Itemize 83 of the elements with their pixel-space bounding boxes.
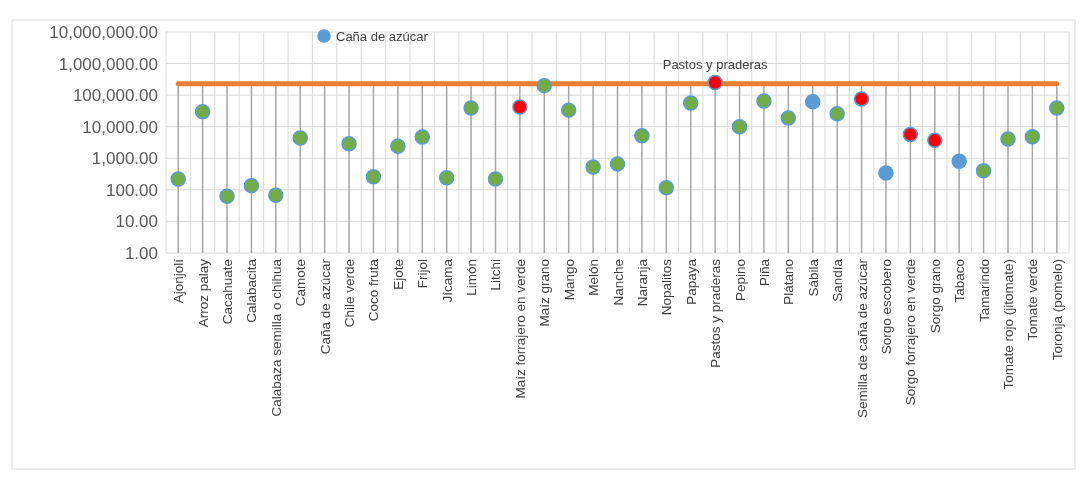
x-tick-label: Tomate rojo (jitomate) [1000, 259, 1016, 390]
x-tick-label: Maíz grano [537, 259, 553, 327]
point [731, 118, 748, 135]
point [292, 130, 308, 146]
x-tick-label: Caña de azúcar [317, 258, 333, 355]
x-tick-label: Litchi [488, 259, 504, 291]
x-tick-label: Mango [561, 259, 577, 301]
y-tick-label: 10.00 [115, 212, 158, 232]
point [365, 169, 382, 185]
point [780, 110, 797, 126]
point [682, 95, 699, 111]
y-tick-label: 1.00 [124, 243, 158, 263]
x-tick-label: Ejote [390, 259, 406, 290]
point [975, 163, 992, 179]
y-tick-label: 100,000.00 [72, 86, 158, 106]
x-tick-label: Calabacita [244, 258, 260, 323]
x-tick-label: Toronja (pomelo) [1049, 259, 1065, 361]
x-tick-label: Sorgo forrajero en verde [903, 259, 919, 406]
x-tick-label: Cacahuate [220, 259, 236, 325]
x-tick-label: Coco fruta [366, 258, 382, 322]
x-tick-label: Limón [464, 259, 480, 296]
point [853, 91, 870, 107]
point [1049, 100, 1065, 116]
legend-label: Caña de azúcar [336, 28, 429, 44]
x-tick-label: Tabaco [952, 259, 968, 303]
x-tick-label: Sorgo grano [927, 259, 943, 334]
x-tick-label: Calabaza semilla o chihua [268, 258, 284, 417]
point [804, 93, 821, 110]
point [536, 77, 553, 94]
x-tick-label: Semilla de caña de azúcar [854, 258, 870, 419]
point [268, 187, 284, 203]
point [927, 132, 943, 149]
point [219, 188, 235, 204]
point [1024, 129, 1041, 145]
x-tick-label: Piña [756, 258, 772, 287]
x-tick-label: Naranja [634, 258, 650, 307]
x-tick-label: Nopalitos [659, 258, 675, 316]
point [658, 180, 675, 196]
point [487, 171, 504, 187]
point [902, 126, 919, 143]
x-tick-label: Arroz palay [195, 258, 211, 328]
x-tick-label: Papaya [683, 258, 699, 305]
x-tick-label: Maíz forrajero en verde [512, 259, 528, 399]
x-tick-label: Sandía [830, 258, 846, 302]
x-tick-label: Jícama [439, 258, 455, 303]
point [756, 93, 772, 109]
x-tick-label: Plátano [781, 259, 797, 305]
point [243, 177, 260, 194]
point [829, 106, 845, 122]
x-tick-label: Frijol [415, 259, 431, 289]
y-tick-label: 1,000.00 [91, 149, 158, 169]
point [438, 170, 455, 186]
point [341, 135, 357, 152]
point [512, 99, 528, 115]
annotation: Pastos y praderas [662, 56, 769, 72]
x-tick-label: Chile verde [342, 259, 358, 328]
point [1000, 131, 1016, 147]
x-tick-label: Camote [293, 259, 309, 307]
x-tick-label: Ajonjolí [171, 258, 187, 304]
point [390, 138, 406, 155]
y-tick-label: 100.00 [106, 180, 158, 200]
x-tick-label: Tomate verde [1025, 259, 1041, 341]
point [951, 153, 967, 170]
point [463, 100, 479, 116]
point [609, 156, 626, 172]
y-tick-label: 1,000,000.00 [58, 54, 158, 74]
point [194, 103, 211, 120]
point [585, 159, 601, 175]
point [634, 127, 650, 144]
point [878, 165, 894, 181]
point [707, 74, 723, 91]
x-tick-label: Pepino [732, 259, 748, 302]
x-tick-label: Sorgo escobero [878, 259, 894, 355]
x-tick-label: Pastos y praderas [708, 258, 724, 368]
x-tick-label: Sábila [805, 258, 821, 297]
point [560, 102, 577, 118]
x-tick-label: Tamarindo [976, 259, 992, 323]
y-tick-label: 10,000.00 [82, 117, 158, 137]
point [414, 129, 431, 145]
point [170, 171, 186, 187]
x-tick-label: Nanche [610, 259, 626, 306]
y-tick-label: 10,000,000.00 [49, 22, 158, 42]
x-tick-label: Melón [586, 259, 602, 296]
